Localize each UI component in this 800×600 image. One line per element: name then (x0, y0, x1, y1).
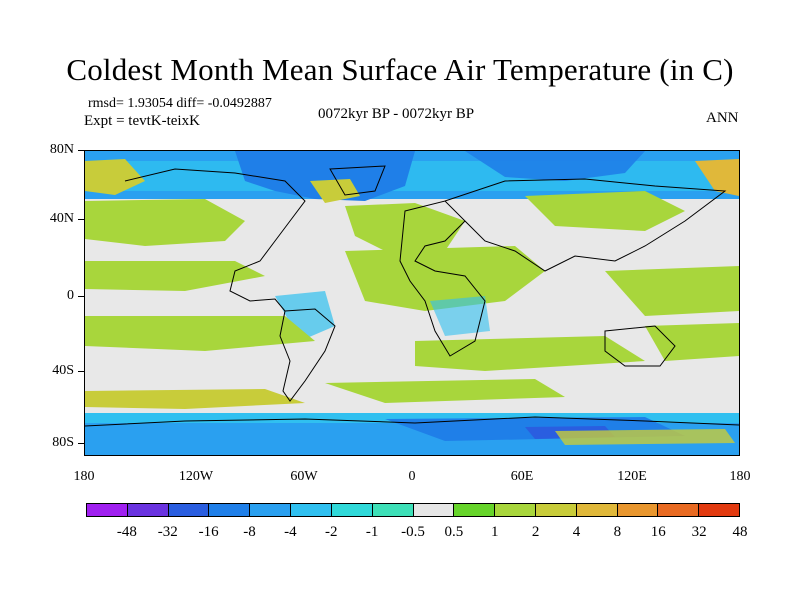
colorbar-label: -2 (325, 524, 338, 540)
colorbar-swatch (209, 504, 251, 516)
colorbar-swatch (495, 504, 536, 516)
lon-label-120w: 120W (178, 469, 214, 484)
colorbar-label: 48 (732, 524, 748, 540)
period-text: 0072kyr BP - 0072kyr BP (318, 106, 475, 122)
colorbar-label: -1 (365, 524, 379, 540)
colorbar-swatch (576, 504, 618, 516)
colorbar-swatch (372, 504, 414, 516)
colorbar-swatch (291, 504, 332, 516)
map-panel (84, 150, 740, 456)
colorbar-label: -4 (284, 524, 297, 540)
lon-label-180w: 180 (73, 469, 95, 484)
temperature-map (85, 151, 739, 455)
lon-label-60e: 60E (510, 469, 534, 484)
colorbar-label: -0.5 (401, 524, 425, 540)
experiment-text: Expt = tevtK-teixK (84, 113, 200, 129)
colorbar-swatch (454, 504, 496, 516)
colorbar-swatch (127, 504, 169, 516)
lat-label-80n: 80N (49, 142, 74, 157)
colorbar-label: -32 (157, 524, 178, 540)
colorbar-label: -8 (243, 524, 256, 540)
colorbar-swatch (699, 504, 739, 516)
colorbar-label: -16 (198, 524, 219, 540)
lat-label-80s: 80S (52, 435, 74, 450)
lon-label-0: 0 (408, 469, 416, 484)
colorbar-label: 4 (572, 524, 581, 540)
lat-label-0: 0 (67, 288, 74, 303)
colorbar-label: 8 (613, 524, 622, 540)
season-text: ANN (706, 110, 739, 126)
lon-label-120e: 120E (617, 469, 647, 484)
colorbar-label: -48 (116, 524, 137, 540)
colorbar-swatch (413, 504, 455, 516)
colorbar-swatch (658, 504, 700, 516)
colorbar-label: 0.5 (444, 524, 464, 540)
colorbar-label: 16 (650, 524, 666, 540)
colorbar-swatch (535, 504, 577, 516)
colorbar-label: 1 (491, 524, 499, 540)
stats-text: rmsd= 1.93054 diff= -0.0492887 (88, 96, 272, 111)
colorbar-swatch (168, 504, 210, 516)
colorbar-swatch (331, 504, 373, 516)
colorbar-label: 2 (531, 524, 540, 540)
lat-label-40s: 40S (52, 363, 74, 378)
colorbar-swatch (617, 504, 659, 516)
map-title: Coldest Month Mean Surface Air Temperatu… (66, 52, 734, 87)
colorbar-swatch (87, 504, 128, 516)
colorbar-swatch (250, 504, 292, 516)
lon-label-60w: 60W (290, 469, 318, 484)
lat-label-40n: 40N (49, 211, 74, 226)
colorbar-label: 32 (691, 524, 707, 540)
colorbar (86, 503, 740, 517)
lon-label-180e: 180 (729, 469, 751, 484)
